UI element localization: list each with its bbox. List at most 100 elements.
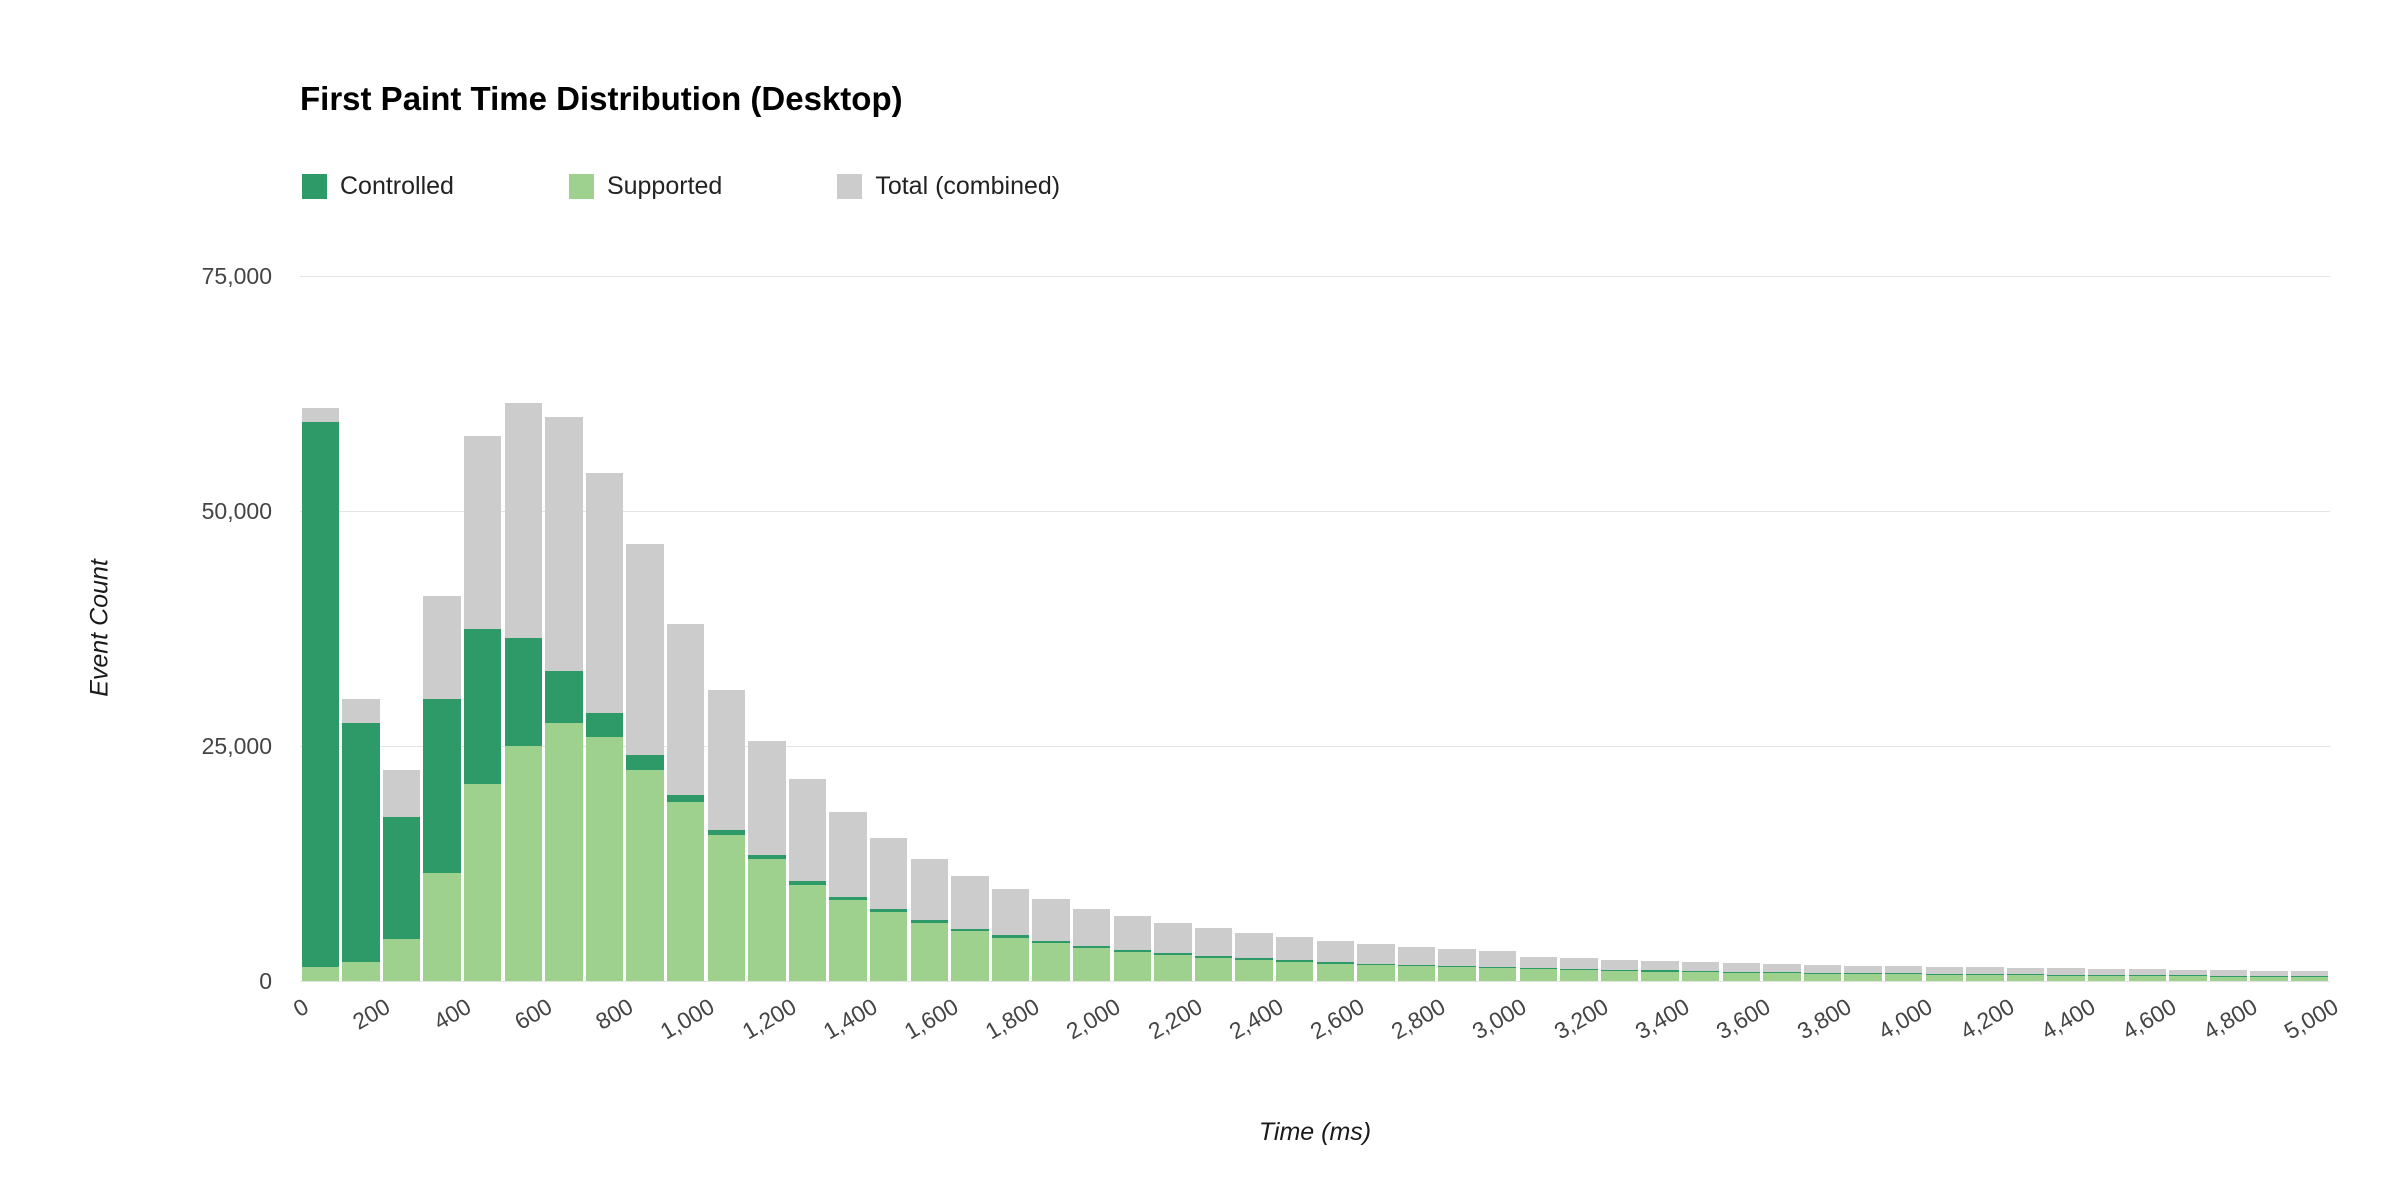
bar-segment-controlled[interactable] (1357, 963, 1395, 966)
histogram-bar[interactable] (1275, 276, 1314, 981)
bar-segment-controlled[interactable] (1154, 952, 1192, 955)
bar-segment-supported[interactable] (1397, 966, 1436, 981)
bar-segment-supported[interactable] (2209, 976, 2248, 981)
histogram-bar[interactable] (626, 276, 664, 981)
bar-segment-supported[interactable] (788, 885, 827, 981)
bar-segment-controlled[interactable] (1275, 960, 1314, 962)
histogram-bar[interactable] (1194, 276, 1233, 981)
histogram-bar[interactable] (545, 276, 583, 981)
bar-segment-supported[interactable] (707, 835, 746, 981)
bar-segment-supported[interactable] (2290, 976, 2329, 981)
histogram-bar[interactable] (382, 276, 421, 981)
bar-segment-supported[interactable] (301, 966, 340, 981)
histogram-bar[interactable] (1966, 276, 2004, 981)
bar-segment-supported[interactable] (869, 912, 908, 981)
bar-segment-supported[interactable] (382, 938, 421, 981)
histogram-bar[interactable] (2128, 276, 2167, 981)
histogram-bar[interactable] (1357, 276, 1395, 981)
histogram-bar[interactable] (1113, 276, 1152, 981)
histogram-bar[interactable] (1722, 276, 1761, 981)
histogram-bar[interactable] (2006, 276, 2045, 981)
bar-segment-controlled[interactable] (1478, 967, 1517, 969)
bar-segment-supported[interactable] (748, 858, 786, 981)
histogram-bar[interactable] (2250, 276, 2288, 981)
bar-segment-controlled[interactable] (1966, 974, 2004, 975)
bar-segment-controlled[interactable] (1560, 969, 1598, 971)
bar-segment-total[interactable] (2128, 969, 2167, 981)
histogram-bar[interactable] (1560, 276, 1598, 981)
histogram-bar[interactable] (2047, 276, 2085, 981)
histogram-bar[interactable] (342, 276, 380, 981)
histogram-bar[interactable] (1032, 276, 1070, 981)
histogram-bar[interactable] (1397, 276, 1436, 981)
histogram-bar[interactable] (829, 276, 867, 981)
bar-segment-supported[interactable] (1194, 957, 1233, 981)
bar-segment-controlled[interactable] (1600, 969, 1639, 971)
histogram-bar[interactable] (869, 276, 908, 981)
bar-segment-controlled[interactable] (1438, 966, 1476, 968)
bar-segment-controlled[interactable] (2006, 974, 2045, 976)
histogram-bar[interactable] (1478, 276, 1517, 981)
bar-segment-controlled[interactable] (1032, 941, 1070, 944)
histogram-bar[interactable] (585, 276, 624, 981)
bar-segment-supported[interactable] (2128, 975, 2167, 981)
bar-segment-controlled[interactable] (463, 628, 502, 784)
bar-segment-supported[interactable] (626, 769, 664, 981)
bar-segment-supported[interactable] (463, 783, 502, 981)
bar-segment-controlled[interactable] (1722, 971, 1761, 973)
bar-segment-controlled[interactable] (504, 637, 543, 746)
bar-segment-supported[interactable] (1113, 951, 1152, 981)
bar-segment-supported[interactable] (2087, 975, 2126, 981)
histogram-bar[interactable] (504, 276, 543, 981)
bar-segment-supported[interactable] (1844, 973, 1882, 981)
bar-segment-controlled[interactable] (666, 794, 705, 803)
bar-segment-controlled[interactable] (1397, 965, 1436, 967)
bar-segment-controlled[interactable] (707, 830, 746, 836)
bar-segment-supported[interactable] (2250, 976, 2288, 981)
bar-segment-controlled[interactable] (1925, 973, 1964, 975)
bar-segment-supported[interactable] (1154, 954, 1192, 981)
bar-segment-supported[interactable] (2006, 975, 2045, 981)
histogram-bar[interactable] (788, 276, 827, 981)
histogram-bar[interactable] (1641, 276, 1679, 981)
bar-segment-controlled[interactable] (1803, 972, 1842, 974)
bar-segment-controlled[interactable] (951, 928, 989, 932)
bar-segment-controlled[interactable] (2250, 975, 2288, 977)
bar-segment-controlled[interactable] (2128, 975, 2167, 976)
bar-segment-controlled[interactable] (869, 909, 908, 913)
bar-segment-supported[interactable] (1072, 948, 1111, 981)
bar-segment-controlled[interactable] (1844, 972, 1882, 974)
bar-segment-supported[interactable] (666, 802, 705, 981)
bar-segment-supported[interactable] (585, 736, 624, 981)
bar-segment-controlled[interactable] (626, 755, 664, 770)
bar-segment-supported[interactable] (2047, 975, 2085, 981)
bar-segment-controlled[interactable] (1884, 973, 1923, 975)
bar-segment-supported[interactable] (1600, 970, 1639, 981)
histogram-bar[interactable] (2169, 276, 2207, 981)
bar-segment-supported[interactable] (910, 922, 949, 981)
histogram-bar[interactable] (1316, 276, 1355, 981)
bar-segment-supported[interactable] (1925, 974, 1964, 981)
bar-segment-supported[interactable] (1316, 963, 1355, 981)
bar-segment-controlled[interactable] (301, 421, 340, 967)
bar-segment-supported[interactable] (1966, 974, 2004, 981)
bar-segment-controlled[interactable] (748, 854, 786, 859)
bar-segment-supported[interactable] (1803, 973, 1842, 981)
bar-segment-controlled[interactable] (1763, 972, 1801, 974)
histogram-bar[interactable] (1844, 276, 1882, 981)
bar-segment-supported[interactable] (1275, 961, 1314, 981)
bar-segment-supported[interactable] (1560, 970, 1598, 981)
histogram-bar[interactable] (910, 276, 949, 981)
bar-segment-controlled[interactable] (1519, 968, 1558, 970)
bar-segment-controlled[interactable] (423, 699, 461, 873)
bar-segment-controlled[interactable] (2087, 974, 2126, 976)
histogram-bar[interactable] (666, 276, 705, 981)
histogram-bar[interactable] (1072, 276, 1111, 981)
bar-segment-supported[interactable] (545, 722, 583, 981)
histogram-bar[interactable] (463, 276, 502, 981)
histogram-bar[interactable] (1681, 276, 1720, 981)
bar-segment-supported[interactable] (342, 962, 380, 981)
histogram-bar[interactable] (423, 276, 461, 981)
bar-segment-supported[interactable] (1235, 959, 1273, 981)
histogram-bar[interactable] (301, 276, 340, 981)
